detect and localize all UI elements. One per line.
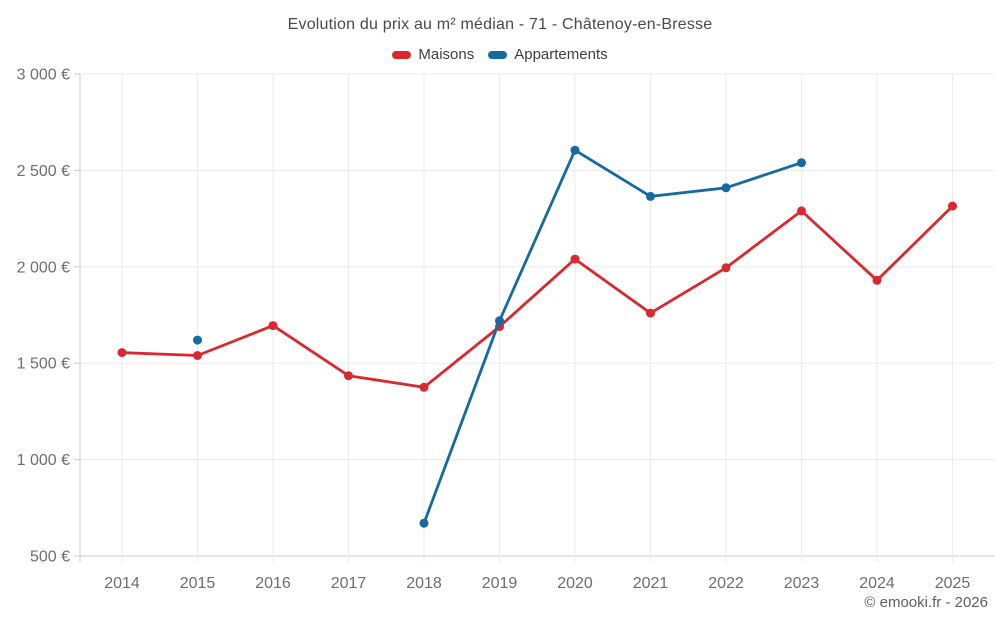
svg-text:2024: 2024 [859, 575, 895, 592]
svg-text:500 €: 500 € [30, 549, 70, 566]
copyright-footer: © emooki.fr - 2026 [864, 594, 988, 611]
svg-text:2022: 2022 [708, 575, 744, 592]
svg-text:2018: 2018 [406, 575, 442, 592]
svg-text:1 500 €: 1 500 € [17, 356, 70, 373]
svg-text:2021: 2021 [633, 575, 669, 592]
legend-item-appartements[interactable]: Appartements [488, 46, 608, 63]
svg-text:1 000 €: 1 000 € [17, 452, 70, 469]
svg-text:2020: 2020 [557, 575, 593, 592]
svg-text:2017: 2017 [331, 575, 367, 592]
legend-label-appartements: Appartements [514, 46, 608, 63]
svg-text:3 000 €: 3 000 € [17, 67, 70, 84]
maisons-series-swatch-icon [392, 50, 412, 59]
legend-label-maisons: Maisons [418, 46, 475, 63]
appartements-series-swatch-icon [488, 50, 508, 59]
svg-text:2014: 2014 [104, 575, 140, 592]
svg-text:2 500 €: 2 500 € [17, 163, 70, 180]
legend-item-maisons[interactable]: Maisons [392, 46, 474, 63]
svg-text:2025: 2025 [935, 575, 971, 592]
chart-title: Evolution du prix au m² médian - 71 - Ch… [287, 16, 713, 33]
chart-legend: Maisons Appartements [0, 46, 1000, 63]
svg-text:2016: 2016 [255, 575, 291, 592]
svg-text:2023: 2023 [784, 575, 820, 592]
svg-text:2015: 2015 [180, 575, 216, 592]
svg-text:2 000 €: 2 000 € [17, 259, 70, 276]
svg-text:2019: 2019 [482, 575, 518, 592]
